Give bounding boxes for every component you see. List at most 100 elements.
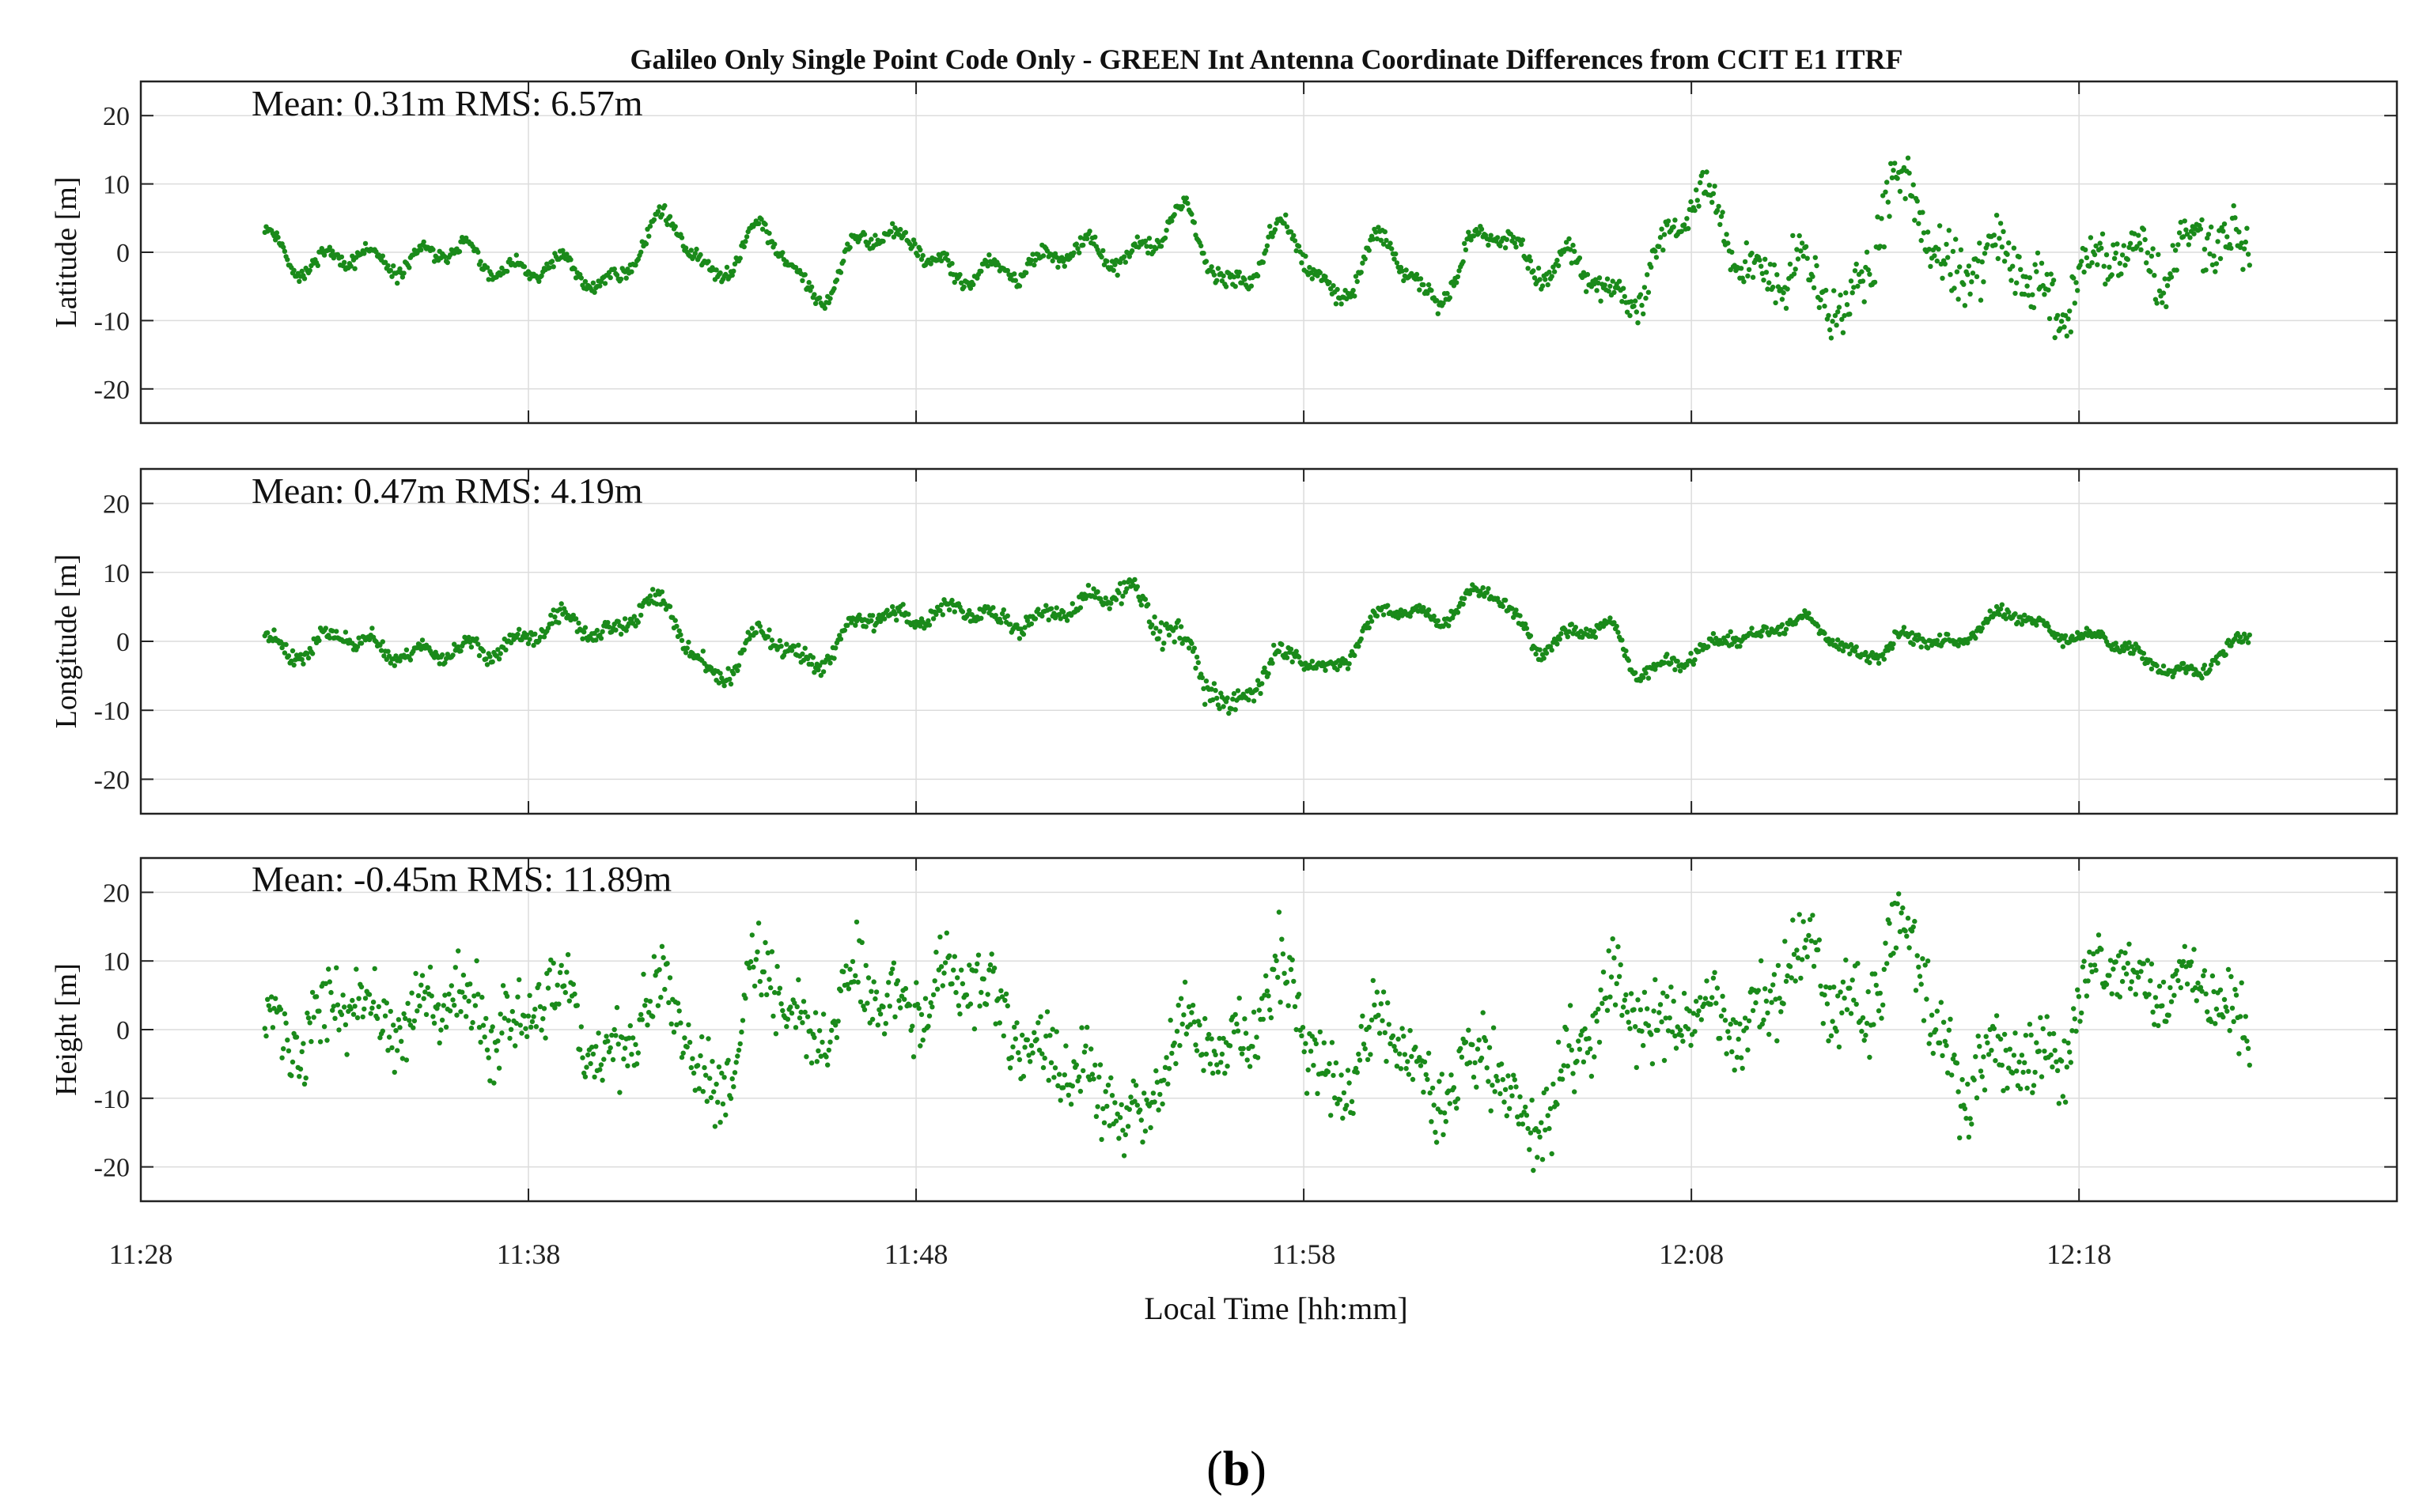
data-point — [1142, 1128, 1149, 1134]
data-point — [504, 268, 510, 274]
data-point — [1507, 1106, 1512, 1112]
data-point — [2160, 1003, 2165, 1009]
data-point — [2113, 959, 2118, 965]
data-point — [1796, 232, 1802, 239]
data-point — [871, 628, 876, 634]
data-point — [1225, 1064, 1230, 1069]
data-point — [1478, 226, 1485, 232]
data-point — [1671, 998, 1676, 1004]
data-point — [727, 676, 733, 682]
data-point — [1517, 1094, 1523, 1100]
data-point — [1844, 302, 1850, 308]
data-point — [1484, 1065, 1490, 1071]
data-point — [2054, 1068, 2061, 1074]
data-point — [1765, 1010, 1770, 1016]
data-point — [334, 629, 339, 634]
data-point — [1454, 280, 1459, 285]
data-point — [1380, 612, 1387, 618]
data-point — [1100, 248, 1106, 254]
data-point — [1214, 278, 1220, 283]
data-point — [702, 1064, 707, 1071]
data-point — [2014, 280, 2020, 285]
data-point — [761, 969, 767, 975]
data-point — [1309, 659, 1316, 664]
data-point — [881, 1031, 888, 1037]
data-point — [1353, 1065, 1359, 1072]
data-point — [1918, 981, 1924, 987]
data-point — [647, 999, 653, 1004]
data-point — [767, 977, 772, 982]
data-point — [845, 622, 850, 628]
data-point — [884, 992, 890, 998]
data-point — [544, 970, 550, 977]
data-point — [1551, 269, 1558, 274]
data-point — [1824, 1001, 1831, 1007]
data-point — [1512, 1077, 1518, 1083]
data-point — [1395, 1036, 1401, 1042]
data-point — [525, 641, 532, 647]
data-point — [1043, 1034, 1049, 1039]
data-point — [664, 221, 670, 228]
data-point — [1566, 629, 1572, 634]
data-point — [736, 663, 742, 668]
data-point — [486, 277, 491, 282]
data-point — [1476, 230, 1482, 236]
data-point — [932, 978, 937, 984]
data-point — [321, 1024, 327, 1030]
data-point — [777, 638, 783, 644]
data-point — [981, 609, 986, 614]
data-point — [2054, 1059, 2059, 1064]
data-point — [1433, 1129, 1438, 1136]
data-point — [2244, 225, 2250, 231]
data-point — [985, 263, 990, 269]
data-point — [1164, 1055, 1169, 1060]
data-point — [845, 981, 850, 988]
data-point — [971, 282, 976, 287]
data-point — [700, 1089, 706, 1094]
data-point — [743, 996, 748, 1001]
data-point — [1040, 1064, 1047, 1071]
data-point — [731, 1084, 736, 1090]
data-point — [1255, 678, 1261, 683]
data-point — [309, 651, 316, 656]
data-point — [331, 1004, 336, 1009]
data-point — [800, 278, 805, 283]
data-point — [2113, 641, 2118, 646]
data-point — [1917, 973, 1923, 979]
data-point — [1887, 214, 1892, 219]
data-point — [1051, 610, 1057, 616]
data-point — [1582, 1026, 1588, 1032]
data-point — [1211, 272, 1217, 278]
data-point — [395, 280, 400, 286]
data-point — [1194, 1048, 1200, 1053]
data-point — [1264, 988, 1270, 994]
data-point — [1429, 1119, 1434, 1125]
data-point — [981, 976, 986, 982]
data-point — [683, 245, 689, 251]
data-point — [1574, 1058, 1580, 1064]
data-point — [896, 998, 902, 1004]
data-point — [1611, 955, 1617, 961]
data-point — [475, 992, 481, 997]
data-point — [1158, 620, 1164, 626]
data-point — [2039, 260, 2045, 266]
data-point — [1374, 236, 1380, 242]
data-point — [609, 1032, 615, 1038]
data-point — [1694, 1012, 1700, 1018]
data-point — [1258, 690, 1263, 697]
data-point — [1425, 290, 1430, 296]
data-point — [1592, 629, 1597, 634]
data-point — [1842, 996, 1847, 1001]
data-point — [1637, 292, 1644, 297]
data-point — [1769, 1000, 1774, 1005]
data-point — [735, 1053, 740, 1059]
data-point — [914, 1001, 921, 1007]
data-point — [1115, 1111, 1120, 1117]
data-point — [1946, 228, 1952, 233]
data-point — [1569, 622, 1575, 627]
data-point — [1649, 1032, 1654, 1038]
data-point — [937, 607, 943, 614]
data-point — [1910, 924, 1916, 930]
data-point — [1121, 1153, 1127, 1159]
data-point — [1672, 1033, 1678, 1039]
